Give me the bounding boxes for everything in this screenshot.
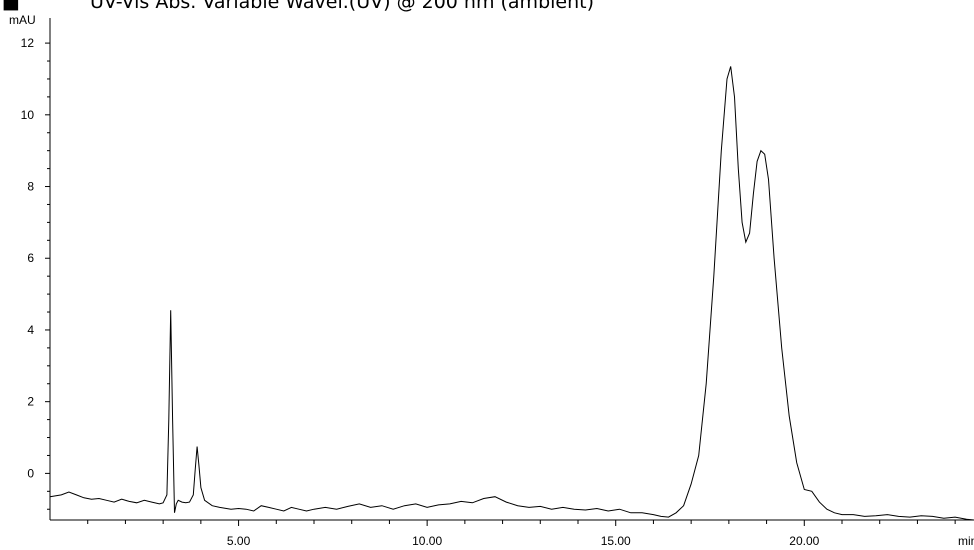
y-tick-label: 10	[21, 108, 35, 122]
y-axis-ticks: 0 2 4 6 8 10 12	[21, 36, 50, 510]
y-tick-label: 12	[21, 36, 35, 50]
y-axis-unit-label: mAU	[9, 13, 36, 27]
x-tick-label: 20.00	[789, 534, 819, 548]
title-marker: ■	[2, 0, 20, 13]
chart-title: UV-Vis Abs. Variable Wavel.(UV) @ 200 nm…	[90, 0, 594, 13]
x-axis-unit-label: min	[958, 534, 974, 548]
y-tick-label: 2	[27, 395, 34, 409]
x-tick-label: 15.00	[601, 534, 631, 548]
y-tick-label: 0	[27, 466, 34, 480]
y-tick-label: 6	[27, 251, 34, 265]
x-tick-label: 10.00	[412, 534, 442, 548]
y-tick-label: 4	[27, 323, 34, 337]
x-tick-label: 5.00	[227, 534, 251, 548]
y-tick-label: 8	[27, 180, 34, 194]
x-axis-ticks: 5.00 10.00 15.00 20.00	[87, 520, 956, 548]
absorbance-trace	[49, 66, 974, 521]
